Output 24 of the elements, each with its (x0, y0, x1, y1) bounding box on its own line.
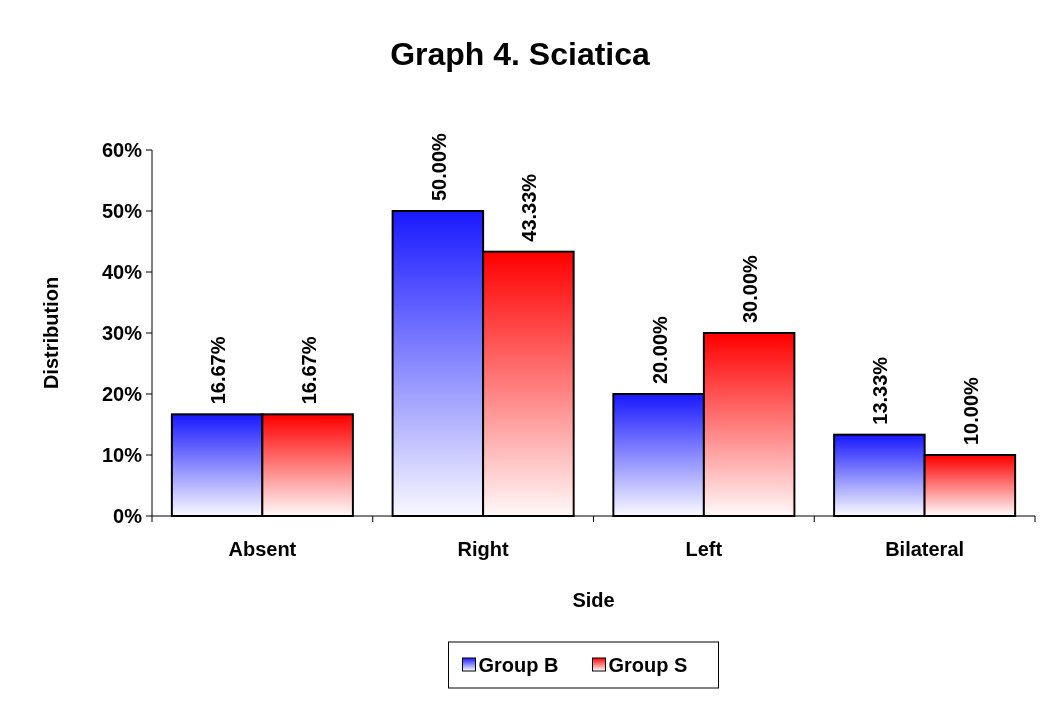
x-axis-title: Side (572, 589, 615, 611)
data-label: 30.00% (739, 254, 762, 323)
legend-label: Group B (478, 654, 559, 676)
x-tick-label: Left (685, 538, 723, 560)
y-tick-label: 40% (101, 261, 143, 283)
y-tick-label: 50% (101, 200, 143, 222)
data-label: 13.33% (869, 356, 892, 425)
y-tick-label: 10% (101, 444, 143, 466)
data-label: 50.00% (427, 132, 450, 201)
data-label: 20.00% (648, 315, 671, 384)
chart-title: Graph 4. Sciatica (390, 36, 651, 72)
data-label: 10.00% (959, 376, 982, 445)
y-tick-label: 30% (101, 322, 143, 344)
y-tick-label: 20% (101, 383, 143, 405)
x-tick-label: Right (457, 538, 510, 560)
y-tick-label: 60% (101, 139, 143, 161)
x-tick-label: Bilateral (885, 538, 965, 560)
data-label: 43.33% (518, 173, 541, 242)
data-label: 16.67% (207, 336, 230, 405)
x-tick-label: Absent (228, 538, 297, 560)
data-label: 16.67% (297, 336, 320, 405)
y-tick-label: 0% (113, 505, 143, 527)
y-axis-title: Distribution (40, 276, 62, 390)
legend-label: Group S (608, 654, 688, 676)
